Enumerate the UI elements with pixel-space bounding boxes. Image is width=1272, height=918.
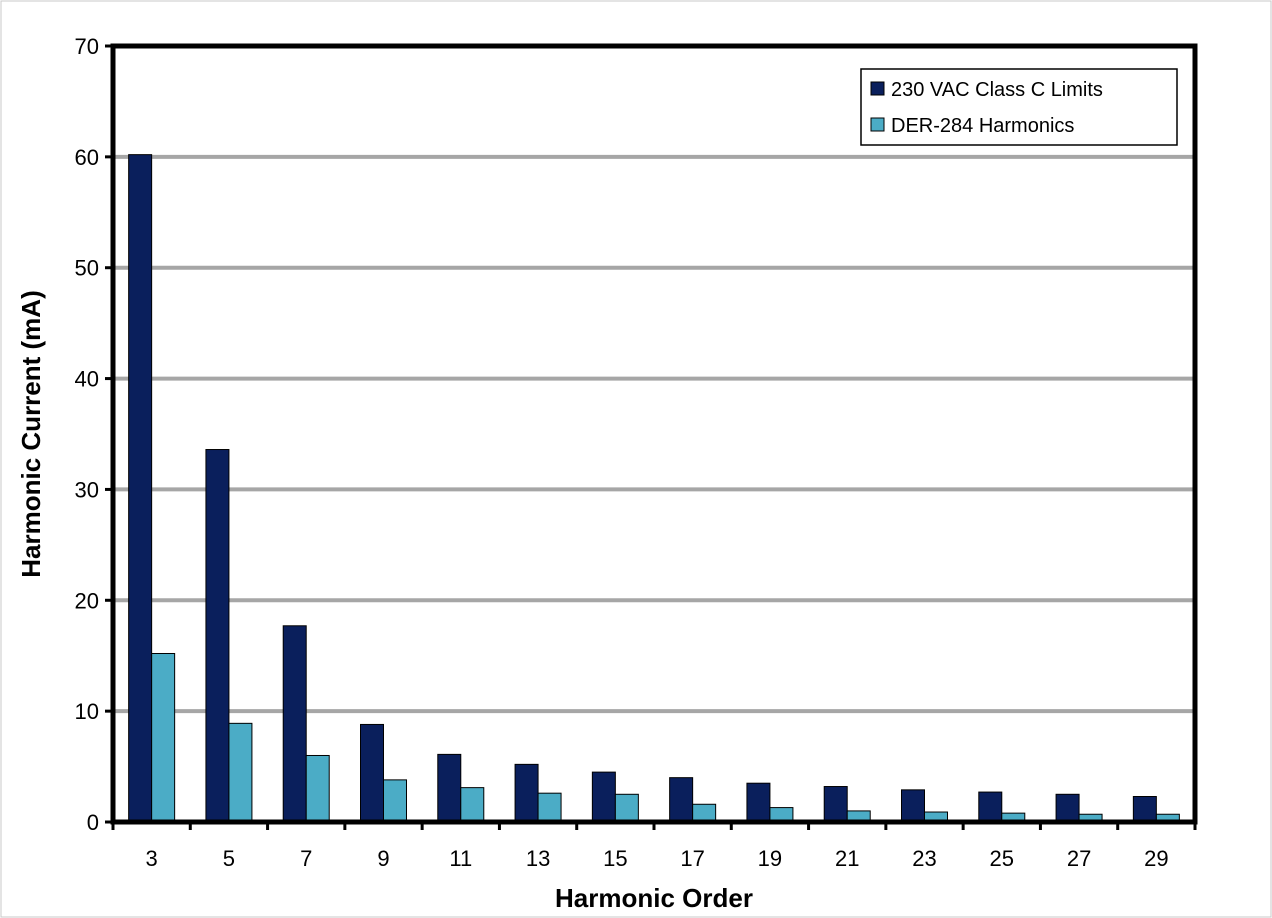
x-axis-title: Harmonic Order <box>555 883 753 913</box>
y-tick-label: 40 <box>75 367 99 392</box>
bar-class-c-limit <box>978 791 1003 823</box>
bars <box>128 154 1180 823</box>
bar-class-c-limit <box>901 789 925 823</box>
x-tick-label: 3 <box>146 846 158 871</box>
x-tick-label: 21 <box>835 846 859 871</box>
y-axis-title: Harmonic Current (mA) <box>16 290 46 577</box>
bar-der284-harmonic <box>305 754 330 823</box>
bar-class-c-limit <box>128 154 153 823</box>
y-tick-label: 70 <box>75 34 99 59</box>
y-tick-label: 10 <box>75 699 99 724</box>
bar-der284-harmonic <box>692 803 717 823</box>
bar-der284-harmonic <box>383 779 407 823</box>
x-tick-label: 9 <box>377 846 389 871</box>
x-tick-label: 23 <box>912 846 936 871</box>
x-tick-label: 25 <box>990 846 1014 871</box>
legend: 230 VAC Class C Limits DER-284 Harmonics <box>860 68 1178 146</box>
bar-der284-harmonic <box>537 792 562 823</box>
bar-class-c-limit <box>205 449 230 823</box>
y-tick-label: 0 <box>87 810 99 835</box>
bar-der284-harmonic <box>614 793 639 823</box>
bar-class-c-limit <box>282 625 307 823</box>
bar-class-c-limit <box>591 771 616 823</box>
bar-class-c-limit <box>360 723 384 823</box>
bar-class-c-limit <box>669 777 694 823</box>
legend-label-limits: 230 VAC Class C Limits <box>891 79 1103 101</box>
x-tick-label: 11 <box>449 846 472 871</box>
bar-class-c-limit <box>1055 793 1080 823</box>
x-tick-label: 27 <box>1067 846 1091 871</box>
bar-class-c-limit <box>1132 796 1157 823</box>
bar-class-c-limit <box>823 786 848 823</box>
x-tick-label: 5 <box>223 846 235 871</box>
y-tick-label: 50 <box>75 256 99 281</box>
legend-label-der284: DER-284 Harmonics <box>891 115 1074 137</box>
y-axis-ticks: 0 10 20 30 40 50 60 70 <box>75 34 113 835</box>
x-tick-label: 17 <box>680 846 704 871</box>
x-tick-label: 19 <box>758 846 782 871</box>
x-tick-label: 29 <box>1144 846 1168 871</box>
x-tick-label: 7 <box>300 846 312 871</box>
legend-swatch-limits <box>870 81 885 96</box>
bar-class-c-limit <box>437 753 462 823</box>
bar-der284-harmonic <box>151 652 176 823</box>
x-tick-label: 13 <box>526 846 550 871</box>
bar-der284-harmonic <box>460 787 485 823</box>
bar-class-c-limit <box>746 782 771 823</box>
y-tick-label: 60 <box>75 145 99 170</box>
x-tick-label: 15 <box>603 846 627 871</box>
legend-box <box>860 68 1178 146</box>
legend-swatch-der284 <box>870 117 885 132</box>
bar-class-c-limit <box>514 763 539 823</box>
bar-der284-harmonic <box>228 722 253 823</box>
y-tick-label: 30 <box>75 477 99 502</box>
x-axis-ticks: 3 5 7 9 11 13 15 17 19 21 23 25 27 29 <box>111 822 1197 871</box>
y-tick-label: 20 <box>75 588 99 613</box>
